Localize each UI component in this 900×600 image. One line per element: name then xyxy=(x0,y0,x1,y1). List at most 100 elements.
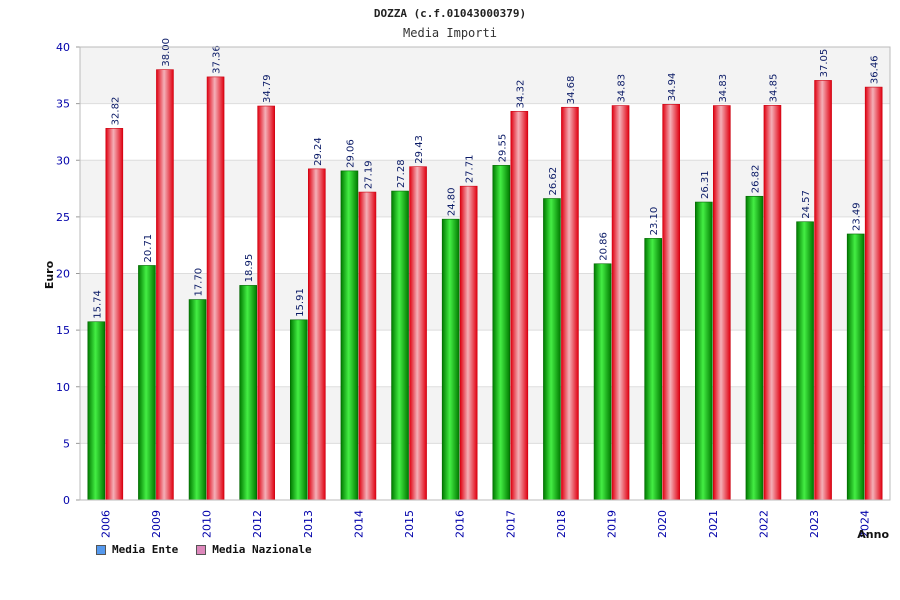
y-tick-label: 35 xyxy=(56,98,70,111)
value-label-media-nazionale-2014: 27.19 xyxy=(363,160,374,189)
y-tick-label: 30 xyxy=(56,154,70,167)
legend: Media Ente Media Nazionale xyxy=(96,543,312,556)
value-label-media-ente-2016: 24.80 xyxy=(447,187,458,216)
x-axis-ticks: 2006 2009 2010 2012 2013 2014 2015 2016 2017 2018… xyxy=(99,510,871,538)
plot-border xyxy=(79,46,891,501)
bar-media-ente-2018 xyxy=(543,198,561,501)
bar-media-nazionale-2022 xyxy=(763,105,782,501)
value-label-media-nazionale-2010: 37.36 xyxy=(212,45,223,74)
x-tick-label-2014: 2014 xyxy=(352,510,365,538)
x-tick-label-2020: 2020 xyxy=(656,510,669,538)
value-label-media-nazionale-2006: 32.82 xyxy=(110,97,121,126)
bar-media-ente-2010 xyxy=(188,299,207,501)
y-tick-label: 40 xyxy=(56,41,70,54)
value-label-media-nazionale-2018: 34.68 xyxy=(566,76,577,105)
value-label-media-nazionale-2016: 27.71 xyxy=(465,155,476,184)
value-label-media-nazionale-2024: 36.46 xyxy=(870,55,881,84)
value-label-media-nazionale-2022: 34.85 xyxy=(768,74,779,103)
y-tick-label: 20 xyxy=(56,268,70,281)
bar-media-nazionale-2010 xyxy=(206,76,225,501)
x-tick-label-2015: 2015 xyxy=(403,510,416,538)
value-label-media-ente-2014: 29.06 xyxy=(345,139,356,168)
x-tick-label-2017: 2017 xyxy=(504,510,517,538)
value-label-media-nazionale-2015: 29.43 xyxy=(414,135,425,164)
value-label-media-ente-2020: 23.10 xyxy=(649,207,660,236)
x-tick-label-2023: 2023 xyxy=(808,510,821,538)
x-tick-label-2009: 2009 xyxy=(150,510,163,538)
x-tick-label-2024: 2024 xyxy=(859,510,872,538)
y-tick-label: 25 xyxy=(56,211,70,224)
value-label-media-ente-2023: 24.57 xyxy=(801,190,812,219)
legend-label-media-ente: Media Ente xyxy=(112,543,179,556)
bar-media-nazionale-2019 xyxy=(611,105,630,501)
bar-media-nazionale-2012 xyxy=(257,105,275,501)
x-tick-label-2012: 2012 xyxy=(251,510,264,538)
x-axis-label: Anno xyxy=(857,528,889,541)
value-label-media-ente-2017: 29.55 xyxy=(497,134,508,163)
y-tick-label: 15 xyxy=(56,324,70,337)
value-label-media-ente-2021: 26.31 xyxy=(700,170,711,199)
value-label-media-nazionale-2012: 34.79 xyxy=(262,74,273,103)
bar-media-nazionale-2024 xyxy=(864,86,883,501)
bar-media-nazionale-2021 xyxy=(713,105,731,501)
value-label-media-ente-2006: 15.74 xyxy=(92,290,103,319)
x-tick-label-2016: 2016 xyxy=(454,510,467,538)
bar-media-ente-2023 xyxy=(796,221,814,501)
value-label-media-nazionale-2019: 34.83 xyxy=(617,74,628,103)
bar-media-nazionale-2016 xyxy=(459,185,478,501)
value-label-media-ente-2009: 20.71 xyxy=(143,234,154,263)
bar-media-nazionale-2017 xyxy=(510,111,529,501)
value-label-media-ente-2018: 26.62 xyxy=(548,167,559,196)
bar-media-ente-2017 xyxy=(492,165,511,501)
value-label-media-ente-2019: 20.86 xyxy=(599,232,610,261)
value-label-media-ente-2013: 15.91 xyxy=(295,288,306,317)
value-label-media-ente-2022: 26.82 xyxy=(750,165,761,194)
x-tick-label-2022: 2022 xyxy=(757,510,770,538)
chart-title: DOZZA (c.f.01043000379) xyxy=(374,7,526,20)
bar-media-ente-2014 xyxy=(340,170,359,501)
bar-media-ente-2015 xyxy=(391,190,409,501)
bar-media-ente-2024 xyxy=(846,233,865,501)
x-tick-label-2021: 2021 xyxy=(707,510,720,538)
value-label-media-nazionale-2023: 37.05 xyxy=(819,49,830,78)
bar-media-ente-2020 xyxy=(644,238,662,501)
bar-media-ente-2021 xyxy=(695,201,713,501)
x-tick-label-2019: 2019 xyxy=(606,510,619,538)
value-labels-group: 15.74 32.82 20.71 38.00 17.70 37.36 18.95 34.79… xyxy=(92,38,880,319)
bar-media-nazionale-2018 xyxy=(561,106,579,501)
value-label-media-ente-2010: 17.70 xyxy=(194,268,205,297)
y-axis-ticks: 0 5 10 15 20 25 30 35 40 xyxy=(56,41,80,507)
value-label-media-nazionale-2013: 29.24 xyxy=(313,137,324,166)
bar-media-ente-2009 xyxy=(138,265,156,501)
bar-media-nazionale-2014 xyxy=(358,191,377,501)
y-axis-label: Euro xyxy=(43,260,56,289)
value-label-media-ente-2012: 18.95 xyxy=(244,254,255,283)
bar-media-nazionale-2020 xyxy=(662,104,680,501)
bar-media-ente-2022 xyxy=(745,195,764,501)
bar-media-nazionale-2013 xyxy=(308,168,326,501)
bar-media-ente-2019 xyxy=(593,263,612,501)
value-label-media-nazionale-2017: 34.32 xyxy=(515,80,526,109)
x-tick-label-2006: 2006 xyxy=(99,510,112,538)
value-label-media-ente-2024: 23.49 xyxy=(852,202,863,231)
value-label-media-nazionale-2009: 38.00 xyxy=(161,38,172,67)
value-label-media-ente-2015: 27.28 xyxy=(396,159,407,188)
bar-media-ente-2013 xyxy=(290,319,308,501)
bar-media-nazionale-2006 xyxy=(105,128,124,501)
y-tick-label: 10 xyxy=(56,381,70,394)
value-label-media-nazionale-2020: 34.94 xyxy=(667,73,678,102)
y-tick-label: 5 xyxy=(63,437,70,450)
legend-swatch-media-nazionale xyxy=(196,544,207,555)
x-tick-label-2013: 2013 xyxy=(302,510,315,538)
legend-item-media-ente: Media Ente xyxy=(96,543,178,556)
bar-media-nazionale-2023 xyxy=(814,80,832,501)
bar-media-nazionale-2009 xyxy=(156,69,174,501)
bar-media-ente-2006 xyxy=(87,321,106,501)
y-tick-label: 0 xyxy=(63,494,70,507)
bar-media-nazionale-2015 xyxy=(409,166,427,501)
legend-swatch-media-ente xyxy=(96,544,106,555)
legend-item-media-nazionale: Media Nazionale xyxy=(196,543,312,556)
x-tick-label-2018: 2018 xyxy=(555,510,568,538)
x-tick-label-2010: 2010 xyxy=(201,510,214,538)
